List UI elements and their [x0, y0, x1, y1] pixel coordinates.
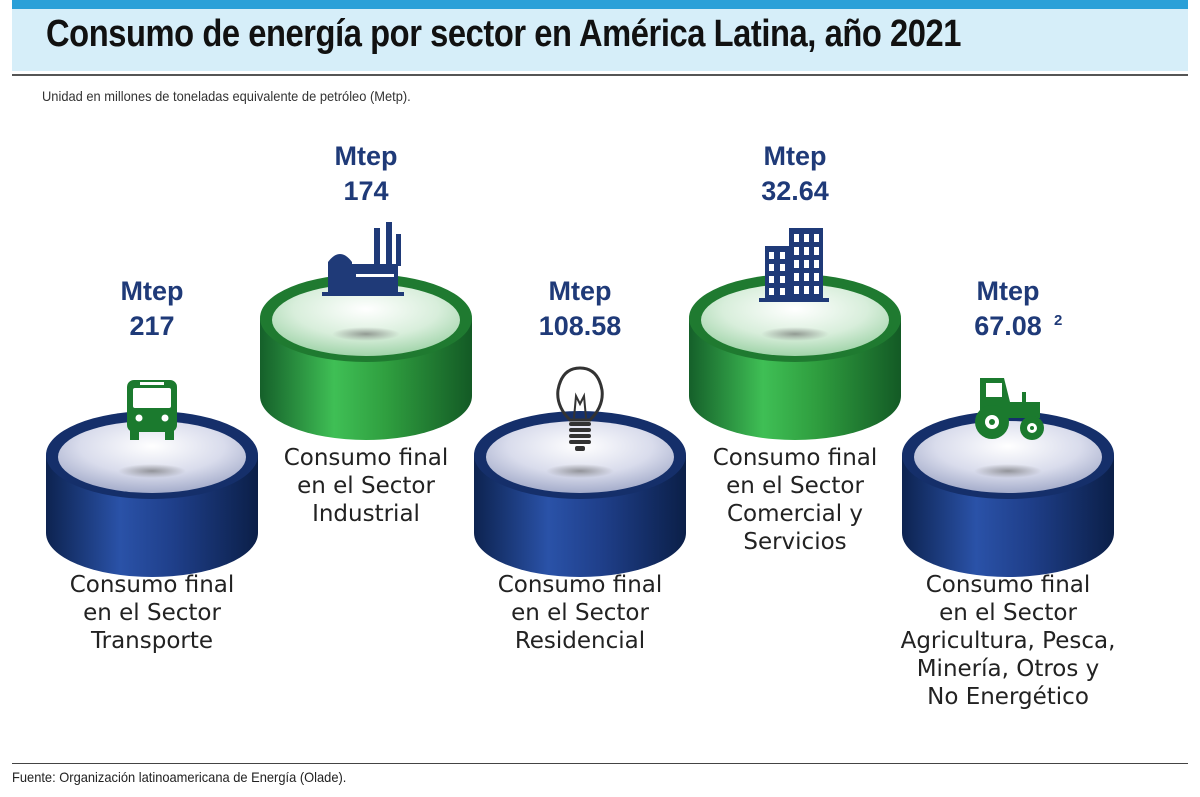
sector-bar-2 [260, 274, 472, 440]
title-divider [12, 74, 1188, 76]
category-label-5-line-1: Consumo final [926, 572, 1091, 598]
sector-bar-top-5 [914, 421, 1102, 493]
value-unit-5: Mtep [977, 276, 1040, 306]
tractor-icon [975, 378, 1044, 440]
value-unit-2: Mtep [335, 141, 398, 171]
icon-shadow-3 [546, 464, 614, 478]
icon-shadow-2 [332, 327, 400, 341]
sector-bar-5 [902, 411, 1114, 577]
value-unit-4: Mtep [764, 141, 827, 171]
category-label-3-line-3: Residencial [515, 628, 645, 654]
value-label-2: 174 [343, 176, 388, 206]
title-bar: Consumo de energía por sector en América… [12, 0, 1188, 76]
sector-bar-top-1 [58, 421, 246, 493]
category-label-3-line-1: Consumo final [498, 572, 663, 598]
footer-divider [12, 763, 1188, 764]
bus-icon [127, 380, 177, 440]
value-label-1: 217 [129, 311, 174, 341]
icon-shadow-5 [974, 464, 1042, 478]
value-unit-3: Mtep [549, 276, 612, 306]
category-label-2-line-1: Consumo final [284, 445, 449, 471]
page-title: Consumo de energía por sector en América… [46, 13, 962, 55]
title-accent-bar [12, 0, 1188, 9]
category-label-3-line-2: en el Sector [511, 600, 649, 626]
value-footnote-5: 2 [1054, 312, 1062, 329]
category-label-4-line-3: Comercial y [727, 501, 863, 527]
lightbulb-icon [556, 366, 604, 451]
category-label-4-line-2: en el Sector [726, 473, 864, 499]
title-background [12, 9, 1188, 71]
category-label-1-line-3: Transporte [90, 628, 213, 654]
category-label-1-line-2: en el Sector [83, 600, 221, 626]
value-label-4: 32.64 [761, 176, 829, 206]
category-label-5-line-2: en el Sector [939, 600, 1077, 626]
value-label-5: 67.08 [974, 311, 1042, 341]
factory-icon [322, 222, 404, 296]
category-label-1-line-1: Consumo final [70, 572, 235, 598]
sector-bar-3 [474, 411, 686, 577]
category-label-4-line-4: Servicios [743, 529, 846, 555]
category-label-2-line-3: Industrial [312, 501, 420, 527]
building-icon [759, 228, 829, 302]
sector-bar-4 [689, 274, 901, 440]
category-label-2-line-2: en el Sector [297, 473, 435, 499]
sector-bar-top-3 [486, 421, 674, 493]
sector-bar-1 [46, 411, 258, 577]
category-label-4-line-1: Consumo final [713, 445, 878, 471]
value-label-3: 108.58 [539, 311, 622, 341]
category-label-5-line-4: Minería, Otros y [917, 656, 1100, 682]
sector-bar-top-2 [272, 284, 460, 356]
icon-shadow-1 [118, 464, 186, 478]
icon-shadow-4 [761, 327, 829, 341]
source-note: Fuente: Organización latinoamericana de … [12, 769, 347, 785]
unit-note: Unidad en millones de toneladas equivale… [42, 88, 411, 104]
sector-bar-top-4 [701, 284, 889, 356]
value-unit-1: Mtep [121, 276, 184, 306]
category-label-5-line-5: No Energético [927, 684, 1089, 710]
category-label-5-line-3: Agricultura, Pesca, [901, 628, 1116, 654]
